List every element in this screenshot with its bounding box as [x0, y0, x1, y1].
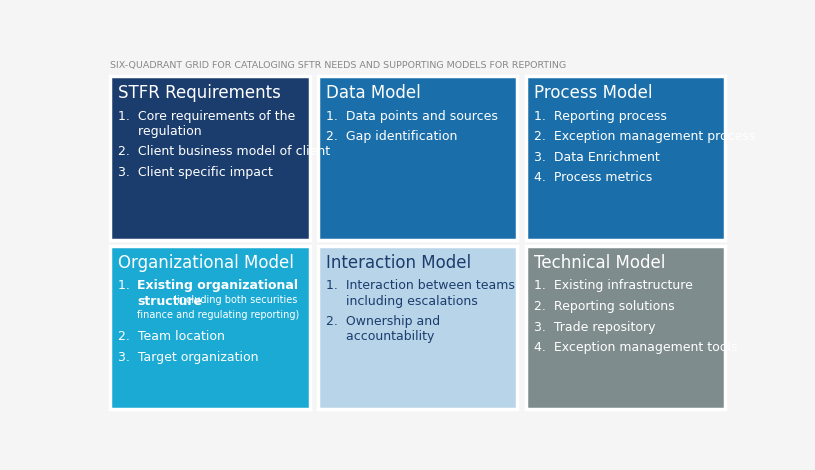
Text: Technical Model: Technical Model: [534, 254, 665, 272]
Text: finance and regulating reporting): finance and regulating reporting): [137, 310, 299, 320]
Text: 1.: 1.: [118, 279, 139, 292]
FancyBboxPatch shape: [110, 246, 310, 409]
FancyBboxPatch shape: [318, 246, 518, 409]
FancyBboxPatch shape: [526, 76, 725, 240]
Text: Existing organizational: Existing organizational: [137, 279, 298, 292]
Text: Data Model: Data Model: [326, 84, 421, 102]
Text: 3.  Trade repository: 3. Trade repository: [534, 321, 655, 334]
Text: 4.  Process metrics: 4. Process metrics: [534, 172, 652, 185]
Text: structure: structure: [137, 295, 202, 307]
Text: 4.  Exception management tools: 4. Exception management tools: [534, 341, 738, 354]
Text: 1.  Core requirements of the: 1. Core requirements of the: [118, 110, 296, 123]
Text: regulation: regulation: [118, 125, 202, 138]
Text: 3.  Client specific impact: 3. Client specific impact: [118, 166, 273, 179]
Text: (including both securities: (including both securities: [170, 295, 297, 305]
Text: 1.  Interaction between teams: 1. Interaction between teams: [326, 279, 515, 292]
Text: accountability: accountability: [326, 330, 434, 344]
FancyBboxPatch shape: [110, 76, 310, 240]
Text: SIX-QUADRANT GRID FOR CATALOGING SFTR NEEDS AND SUPPORTING MODELS FOR REPORTING: SIX-QUADRANT GRID FOR CATALOGING SFTR NE…: [110, 61, 566, 70]
Text: Interaction Model: Interaction Model: [326, 254, 471, 272]
Text: Organizational Model: Organizational Model: [118, 254, 294, 272]
FancyBboxPatch shape: [318, 76, 518, 240]
Text: STFR Requirements: STFR Requirements: [118, 84, 281, 102]
Text: 2.  Reporting solutions: 2. Reporting solutions: [534, 300, 675, 313]
Text: including escalations: including escalations: [326, 295, 478, 307]
FancyBboxPatch shape: [526, 246, 725, 409]
Text: 1.  Existing infrastructure: 1. Existing infrastructure: [534, 279, 693, 292]
Text: 1.  Reporting process: 1. Reporting process: [534, 110, 667, 123]
Text: 2.  Ownership and: 2. Ownership and: [326, 315, 440, 328]
Text: 2.  Gap identification: 2. Gap identification: [326, 130, 457, 143]
Text: 1.  Data points and sources: 1. Data points and sources: [326, 110, 498, 123]
Text: 2.  Team location: 2. Team location: [118, 330, 225, 344]
Text: 3.  Data Enrichment: 3. Data Enrichment: [534, 151, 659, 164]
Text: Process Model: Process Model: [534, 84, 652, 102]
Text: 3.  Target organization: 3. Target organization: [118, 351, 259, 364]
Text: 2.  Client business model of client: 2. Client business model of client: [118, 145, 330, 158]
Text: 2.  Exception management process: 2. Exception management process: [534, 130, 756, 143]
